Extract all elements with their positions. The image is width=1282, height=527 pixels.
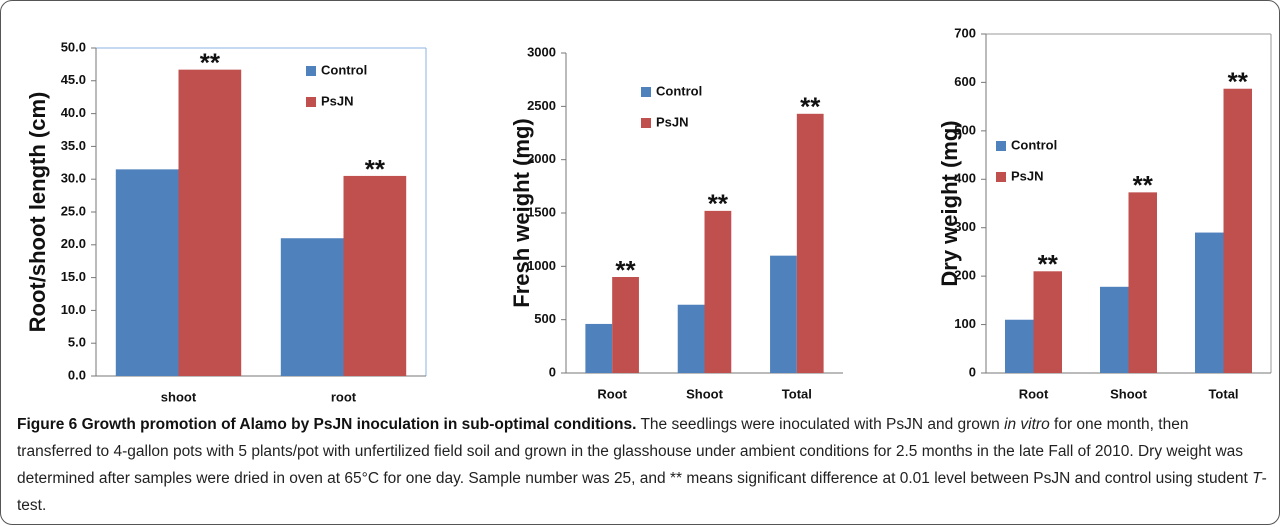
bar — [115, 169, 179, 376]
y-tick-label: 2000 — [527, 151, 556, 166]
legend-label: Control — [321, 62, 367, 77]
bar — [280, 238, 344, 376]
annotation: ** — [1133, 170, 1154, 200]
legend-label: Control — [1011, 137, 1057, 152]
legend-label: Control — [656, 83, 702, 98]
y-tick-label: 25.0 — [61, 203, 86, 218]
y-tick-label: 0 — [549, 364, 556, 379]
legend-swatch — [641, 87, 651, 97]
legend-swatch — [996, 141, 1006, 151]
legend-label: PsJN — [321, 93, 354, 108]
charts: 0.0 5.0 10.0 15.0 20.0 25.0 30.0 35.0 40.0 45.0 50… — [25, 25, 1272, 404]
bar — [1100, 286, 1129, 373]
y-axis-title: Dry weight (mg) — [937, 120, 962, 286]
y-axis-title: Fresh weight (mg) — [509, 118, 534, 307]
y-tick-label: 1500 — [527, 204, 556, 219]
caption: Figure 6 Growth promotion of Alamo by Ps… — [17, 411, 1267, 519]
y-tick-label: 400 — [954, 171, 976, 186]
bar — [1033, 271, 1062, 373]
caption-text: -test. — [17, 470, 1267, 514]
y-axis-title: Root/shoot length (cm) — [25, 92, 50, 333]
annotation: ** — [800, 92, 821, 122]
x-tick-label: Shoot — [1110, 386, 1147, 401]
bar — [178, 69, 242, 376]
y-tick-label: 3000 — [527, 44, 556, 59]
caption-text: The seedlings were inoculated with PsJN … — [636, 416, 1005, 433]
y-tick-label: 40.0 — [61, 105, 86, 120]
legend-swatch — [306, 66, 316, 76]
y-tick-label: 600 — [954, 74, 976, 89]
y-tick-label: 10.0 — [61, 302, 86, 317]
bar — [343, 175, 407, 376]
annotation: ** — [1038, 249, 1059, 279]
legend-label: PsJN — [656, 114, 689, 129]
caption-text: for one month, then transferred to 4-gal… — [17, 416, 1253, 487]
y-tick-label: 20.0 — [61, 236, 86, 251]
annotation: ** — [365, 154, 386, 184]
legend-swatch — [996, 172, 1006, 182]
y-tick-label: 700 — [954, 25, 976, 40]
y-tick-label: 30.0 — [61, 171, 86, 186]
legend-label: PsJN — [1011, 168, 1044, 183]
y-tick-label: 15.0 — [61, 269, 86, 284]
annotation: ** — [615, 255, 636, 285]
y-tick-label: 2500 — [527, 98, 556, 113]
caption-text: T — [1252, 470, 1262, 487]
y-tick-label: 5.0 — [68, 335, 86, 350]
x-tick-label: shoot — [161, 389, 197, 404]
y-tick-label: 500 — [534, 311, 556, 326]
y-tick-label: 35.0 — [61, 138, 86, 153]
x-tick-label: Root — [1019, 386, 1049, 401]
bar — [1005, 319, 1034, 373]
y-tick-label: 200 — [954, 268, 976, 283]
x-tick-label: root — [331, 389, 357, 404]
legend-swatch — [641, 118, 651, 128]
bar — [677, 304, 705, 373]
y-tick-label: 500 — [954, 122, 976, 137]
y-tick-label: 0 — [969, 364, 976, 379]
bar — [1223, 88, 1252, 373]
bar — [612, 277, 639, 373]
bar — [585, 323, 613, 373]
bar — [796, 113, 824, 374]
bar — [704, 210, 732, 373]
legend-swatch — [306, 97, 316, 107]
bar — [770, 255, 797, 373]
x-tick-label: Root — [597, 386, 627, 401]
y-tick-label: 1000 — [527, 258, 556, 273]
x-tick-label: Total — [782, 386, 812, 401]
y-tick-label: 300 — [954, 219, 976, 234]
x-tick-label: Shoot — [686, 386, 723, 401]
annotation: ** — [708, 189, 729, 219]
annotation: ** — [1228, 67, 1249, 97]
y-tick-label: 50.0 — [61, 39, 86, 54]
caption-text: in vitro — [1004, 416, 1050, 433]
y-tick-label: 45.0 — [61, 72, 86, 87]
y-tick-label: 100 — [954, 316, 976, 331]
caption-label: Figure 6 Growth promotion of Alamo by Ps… — [17, 416, 637, 433]
x-tick-label: Total — [1208, 386, 1238, 401]
bar — [1195, 232, 1224, 373]
annotation: ** — [200, 48, 221, 78]
y-tick-label: 0.0 — [68, 367, 86, 382]
bar — [1128, 192, 1157, 373]
